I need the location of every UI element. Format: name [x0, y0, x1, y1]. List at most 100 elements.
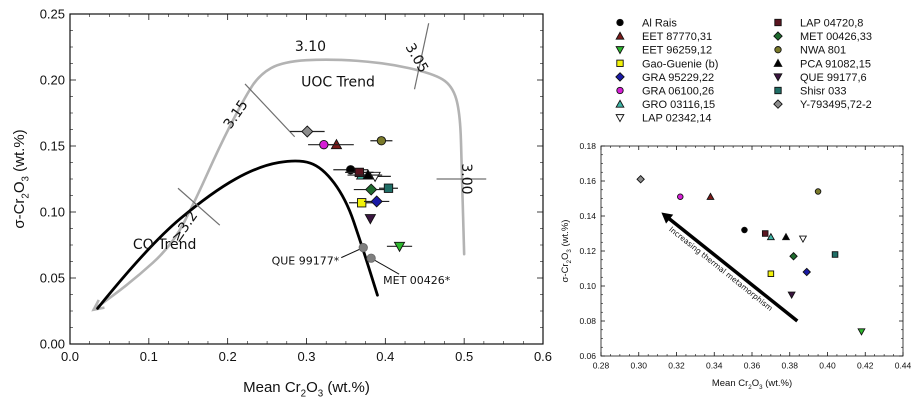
petrologic-type-tick — [244, 83, 296, 138]
x-tick-label: 0.32 — [668, 361, 685, 371]
y-tick-label: 0.05 — [40, 271, 65, 286]
inset-marker-y-793495-72-2 — [636, 174, 645, 184]
y-tick-label: 0.12 — [579, 246, 596, 256]
inset-marker-eet-96259-12 — [857, 328, 866, 336]
data-point-gao-guenie-b — [349, 198, 375, 208]
legend-entry-eet-96259-12: EET 96259,12 — [615, 45, 712, 57]
highlighted-met-00426: MET 00426* — [366, 253, 451, 287]
legend-marker — [615, 114, 625, 123]
legend-marker — [773, 99, 783, 109]
subscript: 2 — [566, 259, 573, 263]
title-part: (wt.%) — [11, 129, 28, 176]
legend-entry-eet-87770-31: EET 87770,31 — [615, 31, 712, 43]
inset-marker-lap-02342-14 — [798, 235, 808, 244]
legend-marker — [616, 18, 624, 27]
x-axis: 0.28 0.30 0.32 0.34 0.36 0.38 0.40 0.42 0.44 — [593, 146, 912, 371]
legend-marker — [615, 31, 625, 40]
legend-entry-nwa-801: NWA 801 — [774, 45, 846, 57]
legend-marker — [774, 86, 782, 95]
subscript: 3 — [21, 176, 32, 181]
main-chart: 0.0 0.1 0.2 0.3 0.4 0.5 0.6 0.00 0.05 0.10 0.15 0.2… — [11, 7, 552, 400]
petrologic-type-label: 3.00 — [458, 163, 474, 194]
subscript: 3 — [318, 389, 323, 400]
y-axis-title: σ-Cr2O3 (wt.%) — [11, 129, 32, 228]
inset-marker-gra-06100-26 — [677, 193, 684, 200]
marker-nwa-801 — [376, 136, 387, 146]
y-axis: 0.00 0.05 0.10 0.15 0.20 0.25 — [40, 7, 543, 352]
legend-entry-gra-95229-22: GRA 95229,22 — [615, 72, 714, 84]
x-tick-label: 0.38 — [781, 361, 798, 371]
legend-marker — [615, 72, 625, 82]
leader-line — [370, 257, 400, 275]
petrologic-type-tick — [413, 23, 430, 90]
data-point-gra-06100-26 — [308, 140, 340, 150]
data-point-que-99177-6 — [364, 214, 377, 225]
legend-marker — [773, 31, 783, 41]
inset-marker-gro-03116-15 — [766, 232, 775, 241]
marker-gra-95229-22 — [370, 195, 383, 208]
uoc-trend-line — [92, 58, 466, 311]
highlighted-marker — [366, 253, 376, 263]
y-tick-label: 0.10 — [40, 205, 65, 220]
y-tick-label: 0.06 — [579, 351, 596, 361]
petrologic-type-tick — [177, 187, 221, 226]
legend-label: MET 00426,33 — [800, 31, 872, 43]
petrologic-type-label: 3.10 — [295, 39, 326, 55]
data-point-pca-91082-15 — [353, 169, 383, 180]
marker-gao-guenie-b — [357, 198, 367, 208]
subscript: 2 — [301, 389, 306, 400]
legend-label: GRO 03116,15 — [642, 99, 715, 111]
marker-gra-06100-26 — [319, 140, 329, 150]
title-part: (wt.%) — [323, 379, 370, 396]
title-part: σ-Cr — [560, 263, 571, 282]
inset-marker-nwa-801 — [814, 188, 822, 195]
y-axis: 0.06 0.08 0.10 0.12 0.14 0.16 0.18 — [579, 141, 903, 361]
legend-entry-y-793495-72-2: Y-793495,72-2 — [773, 99, 872, 111]
title-part: O — [560, 253, 571, 260]
data-point-gra-95229-22 — [364, 195, 390, 208]
title-part: (wt.%) — [560, 220, 571, 250]
x-tick-label: 0.0 — [61, 349, 79, 364]
title-part: O — [306, 379, 318, 396]
highlighted-que-99177: QUE 99177* — [272, 243, 368, 268]
title-part: (wt.%) — [763, 378, 793, 389]
legend-label: PCA 91082,15 — [800, 58, 871, 70]
legend-label: LAP 04720,8 — [800, 18, 863, 30]
legend-entry-lap-02342-14: LAP 02342,14 — [615, 113, 712, 125]
x-tick-label: 0.5 — [455, 349, 473, 364]
inset-chart: 0.28 0.30 0.32 0.34 0.36 0.38 0.40 0.42 0.440.06… — [560, 141, 912, 391]
legend-label: GRA 95229,22 — [642, 72, 714, 84]
x-tick-label: 0.34 — [706, 361, 723, 371]
x-tick-label: 0.44 — [895, 361, 912, 371]
title-part: Mean Cr — [712, 378, 748, 389]
legend-label: EET 87770,31 — [642, 31, 712, 43]
x-axis: 0.0 0.1 0.2 0.3 0.4 0.5 0.6 — [61, 14, 552, 364]
legend-label: QUE 99177,6 — [800, 72, 867, 84]
legend-marker — [774, 18, 782, 27]
highlighted-label: QUE 99177* — [272, 255, 340, 268]
data-point-met-00426-33 — [353, 183, 389, 196]
x-tick-label: 0.42 — [857, 361, 874, 371]
x-tick-label: 0.30 — [630, 361, 647, 371]
legend-label: Al Rais — [642, 18, 677, 30]
legend-label: Y-793495,72-2 — [800, 99, 872, 111]
legend-label: LAP 02342,14 — [642, 113, 712, 125]
legend-entry-que-99177-6: QUE 99177,6 — [773, 72, 867, 84]
x-tick-label: 0.2 — [219, 349, 237, 364]
uoc-trend-label: UOC Trend — [301, 75, 375, 91]
inset-marker-al-rais — [741, 226, 748, 234]
legend-marker — [615, 99, 625, 108]
plot-frame — [600, 145, 904, 357]
data-point-shisr-033 — [379, 183, 398, 193]
x-axis-title: Mean Cr2O3 (wt.%) — [243, 379, 370, 400]
x-tick-label: 0.4 — [376, 349, 394, 364]
metamorphism-arrowhead — [661, 212, 674, 224]
x-tick-label: 0.3 — [297, 349, 315, 364]
x-tick-label: 0.1 — [140, 349, 158, 364]
petrologic-type-label: 3.15 — [221, 97, 252, 132]
metamorphism-arrow-shaft — [667, 216, 799, 323]
x-axis-title: Mean Cr2O3 (wt.%) — [712, 378, 792, 391]
marker-lap-04720-8 — [354, 167, 364, 178]
inset-marker-lap-04720-8 — [761, 230, 769, 237]
